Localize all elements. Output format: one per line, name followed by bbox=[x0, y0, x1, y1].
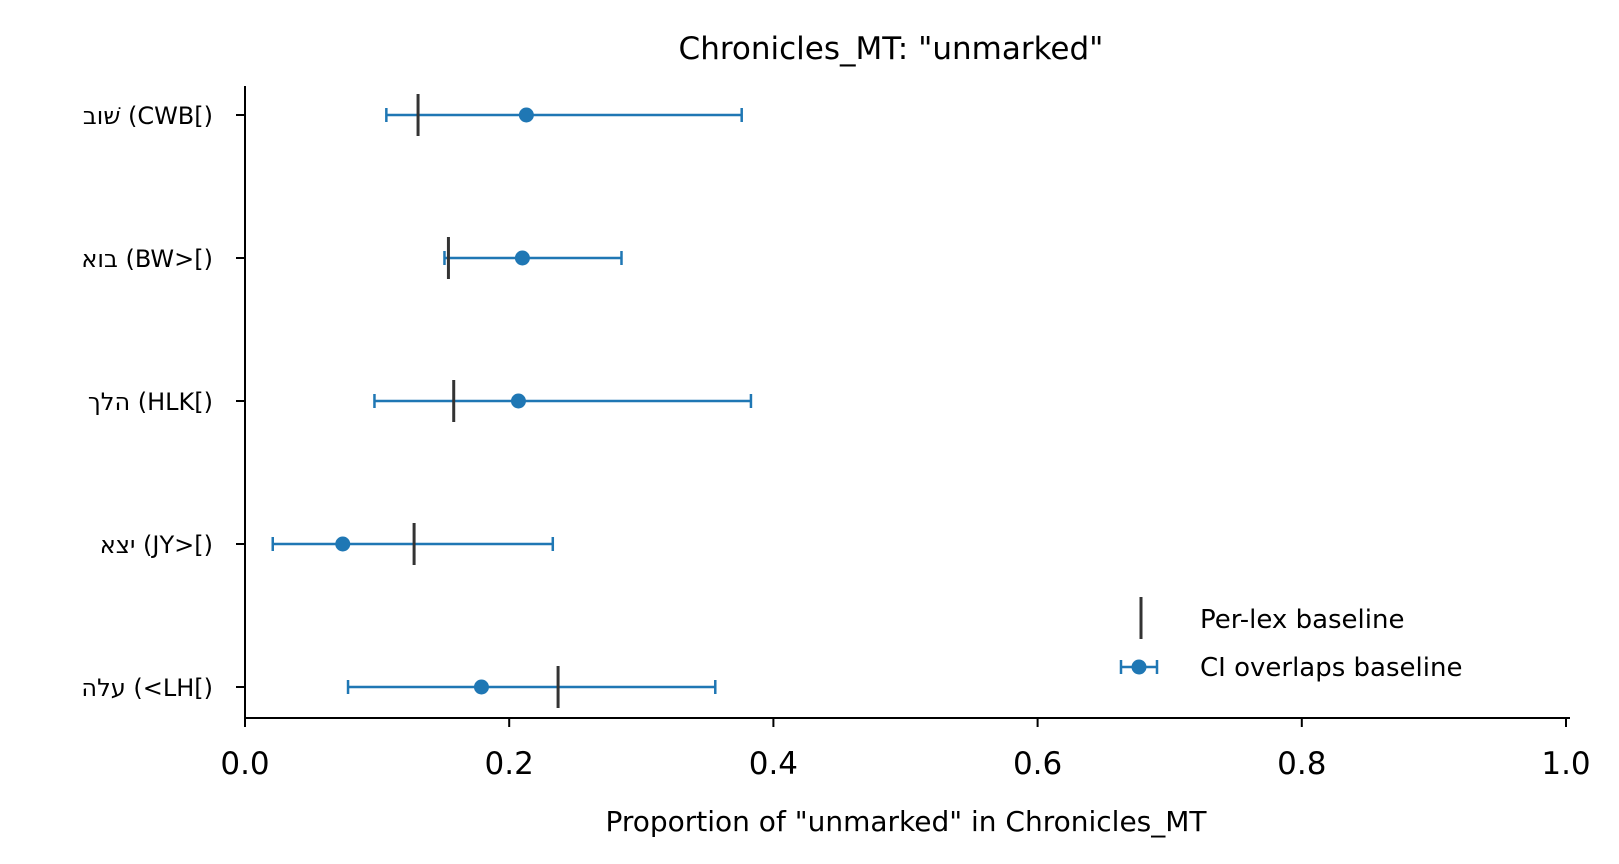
baseline-markers bbox=[412, 94, 560, 708]
estimate-point bbox=[518, 107, 534, 123]
estimate-point bbox=[473, 679, 489, 695]
x-tick-label: 0.6 bbox=[1013, 746, 1062, 782]
y-axis-ticks: שׁוב (CWB[) בוא (BW>[) הלך (HLK[) יצא (JY>[… bbox=[81, 102, 245, 702]
legend: Per-lex baseline CI overlaps baseline bbox=[1119, 597, 1462, 683]
y-tick-label: בוא (BW>[) bbox=[81, 245, 213, 273]
legend-label-baseline: Per-lex baseline bbox=[1200, 605, 1404, 635]
y-tick-label: יצא (JY>[) bbox=[100, 531, 213, 559]
estimate-point bbox=[514, 250, 530, 266]
ci-error-bars bbox=[271, 108, 753, 694]
chart-title: Chronicles_MT: "unmarked" bbox=[679, 31, 1104, 67]
estimate-point bbox=[510, 393, 526, 409]
x-axis-label: Proportion of "unmarked" in Chronicles_M… bbox=[605, 805, 1207, 838]
x-tick-label: 0.2 bbox=[485, 746, 534, 782]
y-tick-label: הלך (HLK[) bbox=[88, 388, 213, 416]
legend-ci-point bbox=[1131, 659, 1147, 675]
x-tick-label: 0.4 bbox=[749, 746, 798, 782]
legend-label-ci: CI overlaps baseline bbox=[1200, 653, 1462, 683]
x-tick-label: 1.0 bbox=[1541, 746, 1590, 782]
x-tick-label: 0.8 bbox=[1277, 746, 1326, 782]
estimate-points bbox=[335, 107, 534, 695]
x-tick-label: 0.0 bbox=[220, 746, 269, 782]
y-tick-label: עלה (<LH[) bbox=[81, 674, 213, 702]
x-axis-ticks: 0.0 0.2 0.4 0.6 0.8 1.0 bbox=[220, 718, 1591, 782]
y-tick-label: שׁוב (CWB[) bbox=[83, 102, 213, 130]
estimate-point bbox=[335, 536, 351, 552]
